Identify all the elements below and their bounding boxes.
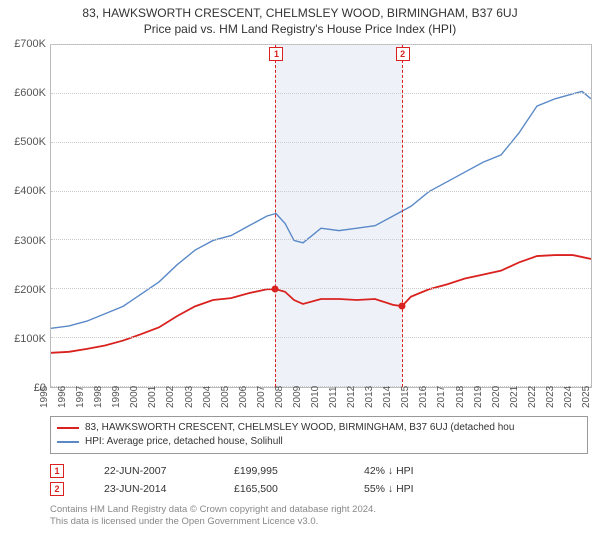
y-tick-label: £200K	[14, 284, 46, 296]
x-tick-label: 2018	[455, 386, 466, 408]
y-axis: £0£100K£200K£300K£400K£500K£600K£700K	[0, 44, 50, 388]
flag-line: 2	[402, 45, 403, 387]
gridline	[51, 191, 591, 192]
marker-pct: 55% ↓ HPI	[364, 480, 454, 498]
sale-markers: 1 22-JUN-2007 £199,995 42% ↓ HPI 2 23-JUN-201…	[50, 462, 588, 498]
series-hpi	[51, 91, 591, 328]
x-tick-label: 2002	[165, 386, 176, 408]
x-tick-label: 2022	[527, 386, 538, 408]
gridline	[51, 288, 591, 289]
x-tick-label: 2010	[310, 386, 321, 408]
footer-line-2: This data is licensed under the Open Gov…	[50, 516, 588, 528]
x-tick-label: 2001	[147, 386, 158, 408]
footer: Contains HM Land Registry data © Crown c…	[50, 504, 588, 528]
gridline	[51, 142, 591, 143]
x-tick-label: 1999	[111, 386, 122, 408]
x-tick-label: 2003	[184, 386, 195, 408]
gridline	[51, 44, 591, 45]
marker-pct: 42% ↓ HPI	[364, 462, 454, 480]
flag-number: 1	[269, 47, 283, 61]
marker-price: £199,995	[234, 462, 324, 480]
y-tick-label: £500K	[14, 136, 46, 148]
x-tick-label: 2019	[473, 386, 484, 408]
legend-swatch	[57, 441, 79, 443]
marker-chip: 1	[50, 464, 64, 478]
y-tick-label: £300K	[14, 235, 46, 247]
x-tick-label: 1996	[57, 386, 68, 408]
marker-price: £165,500	[234, 480, 324, 498]
chart-container: 83, HAWKSWORTH CRESCENT, CHELMSLEY WOOD,…	[0, 0, 600, 560]
x-tick-label: 2007	[256, 386, 267, 408]
flag-number: 2	[396, 47, 410, 61]
x-tick-label: 2014	[382, 386, 393, 408]
x-tick-label: 1997	[75, 386, 86, 408]
x-tick-label: 2005	[220, 386, 231, 408]
y-tick-label: £600K	[14, 87, 46, 99]
x-tick-label: 2000	[129, 386, 140, 408]
x-tick-label: 2020	[491, 386, 502, 408]
legend: 83, HAWKSWORTH CRESCENT, CHELMSLEY WOOD,…	[50, 416, 588, 454]
marker-date: 22-JUN-2007	[104, 462, 194, 480]
x-tick-label: 2012	[346, 386, 357, 408]
titles: 83, HAWKSWORTH CRESCENT, CHELMSLEY WOOD,…	[0, 0, 600, 38]
gridline	[51, 337, 591, 338]
sale-dot	[398, 303, 405, 310]
y-tick-label: £400K	[14, 185, 46, 197]
x-tick-label: 2016	[418, 386, 429, 408]
x-tick-label: 2013	[364, 386, 375, 408]
x-tick-label: 2006	[238, 386, 249, 408]
chart-subtitle: Price paid vs. HM Land Registry's House …	[4, 22, 596, 36]
marker-date: 23-JUN-2014	[104, 480, 194, 498]
chart-area: £0£100K£200K£300K£400K£500K£600K£700K 12…	[0, 38, 600, 410]
legend-swatch	[57, 427, 79, 429]
x-tick-label: 2021	[509, 386, 520, 408]
x-tick-label: 2024	[563, 386, 574, 408]
gridline	[51, 93, 591, 94]
x-tick-label: 1998	[93, 386, 104, 408]
x-tick-label: 2004	[202, 386, 213, 408]
legend-label: HPI: Average price, detached house, Soli…	[85, 435, 283, 449]
x-tick-label: 2023	[545, 386, 556, 408]
plot: 12	[50, 44, 592, 388]
marker-row: 2 23-JUN-2014 £165,500 55% ↓ HPI	[50, 480, 588, 498]
x-tick-label: 2011	[328, 386, 339, 408]
x-tick-label: 2008	[274, 386, 285, 408]
chart-title: 83, HAWKSWORTH CRESCENT, CHELMSLEY WOOD,…	[4, 6, 596, 20]
legend-row: 83, HAWKSWORTH CRESCENT, CHELMSLEY WOOD,…	[57, 421, 581, 435]
marker-chip: 2	[50, 482, 64, 496]
x-tick-label: 1995	[39, 386, 50, 408]
legend-label: 83, HAWKSWORTH CRESCENT, CHELMSLEY WOOD,…	[85, 421, 514, 435]
x-tick-label: 2015	[400, 386, 411, 408]
y-tick-label: £700K	[14, 38, 46, 50]
x-tick-label: 2017	[436, 386, 447, 408]
x-tick-label: 2025	[581, 386, 592, 408]
plot-svg	[51, 45, 591, 387]
y-tick-label: £100K	[14, 333, 46, 345]
legend-row: HPI: Average price, detached house, Soli…	[57, 435, 581, 449]
sale-dot	[272, 286, 279, 293]
x-axis: 1995199619971998199920002001200220032004…	[50, 388, 592, 410]
marker-row: 1 22-JUN-2007 £199,995 42% ↓ HPI	[50, 462, 588, 480]
gridline	[51, 239, 591, 240]
footer-line-1: Contains HM Land Registry data © Crown c…	[50, 504, 588, 516]
x-tick-label: 2009	[292, 386, 303, 408]
flag-line: 1	[275, 45, 276, 387]
